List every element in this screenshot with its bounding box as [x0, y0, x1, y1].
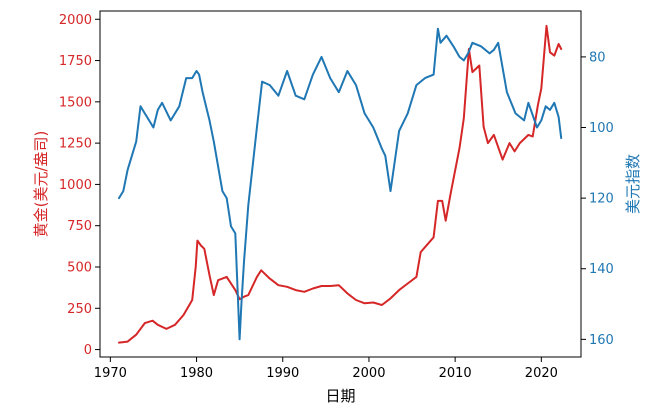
- right-y-tick-label: 80: [589, 50, 606, 65]
- x-tick-label: 1970: [94, 366, 127, 381]
- plot-frame: [99, 10, 582, 358]
- left-y-tick-label: 1250: [59, 137, 92, 152]
- left-y-tick-label: 750: [67, 219, 92, 234]
- gold-price-line: [118, 24, 563, 344]
- x-tick-label: 2020: [525, 366, 558, 381]
- right-y-axis: 80 100 120 140 160: [581, 50, 614, 348]
- left-y-tick-label: 0: [84, 343, 92, 358]
- x-tick-label: 2000: [352, 366, 385, 381]
- right-y-axis-title: 美元指数: [624, 154, 642, 214]
- right-y-tick-label: 140: [589, 262, 614, 277]
- left-y-tick-label: 500: [67, 260, 92, 275]
- x-axis: 1970 1980 1990 2000 2010 2020: [94, 357, 558, 381]
- right-y-tick-label: 100: [589, 121, 614, 136]
- series-layer: [118, 24, 563, 344]
- right-y-tick-label: 160: [589, 333, 614, 348]
- left-y-axis-title: 黄金(美元/盎司): [32, 131, 50, 238]
- left-y-axis: 0 250 500 750 1000 1250 1500 1750 2000: [59, 13, 100, 358]
- left-y-tick-label: 1750: [59, 54, 92, 69]
- left-y-tick-label: 1000: [59, 178, 92, 193]
- dollar-index-line: [118, 27, 563, 341]
- x-tick-label: 1980: [180, 366, 213, 381]
- left-y-tick-label: 2000: [59, 13, 92, 28]
- x-tick-label: 1990: [266, 366, 299, 381]
- left-y-tick-label: 1500: [59, 95, 92, 110]
- right-y-tick-label: 120: [589, 192, 614, 207]
- x-tick-label: 2010: [439, 366, 472, 381]
- left-y-tick-label: 250: [67, 302, 92, 317]
- x-axis-title: 日期: [325, 387, 355, 405]
